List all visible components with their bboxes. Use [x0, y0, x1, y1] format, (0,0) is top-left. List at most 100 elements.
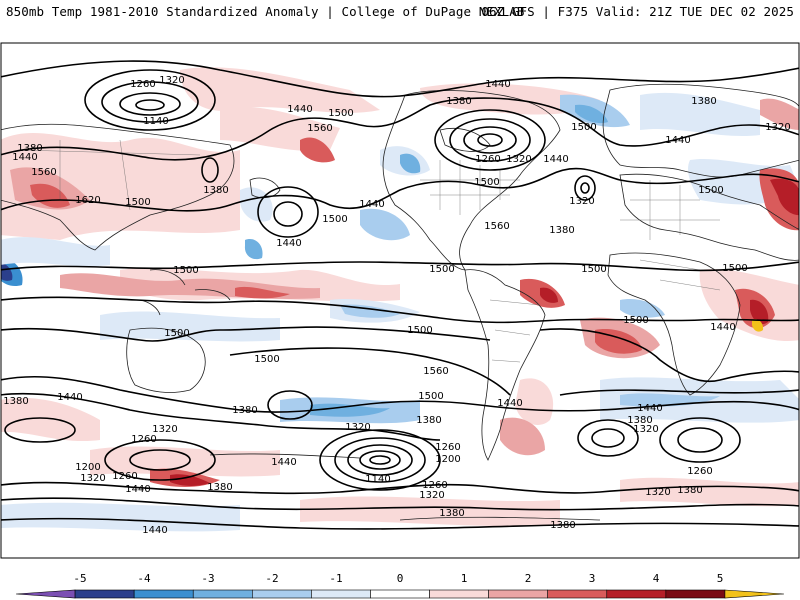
height-label: 1380 [627, 415, 652, 426]
model-run-info: 06Z GFS | F375 Valid: 21Z TUE DEC 02 202… [481, 4, 794, 19]
colorbar-segment [192, 589, 253, 599]
height-label: 1500 [328, 108, 353, 119]
height-label: 1260 [422, 480, 447, 491]
colorbar-tick: 1 [461, 572, 468, 585]
height-label: 1260 [112, 471, 137, 482]
height-label: 1440 [359, 199, 384, 210]
colorbar-tick: 5 [717, 572, 724, 585]
height-label: 1200 [75, 462, 100, 473]
colorbar-segment [429, 589, 489, 599]
coastlines [1, 83, 799, 521]
height-label: 1500 [418, 391, 443, 402]
height-label: 1320 [419, 490, 444, 501]
height-label: 1500 [407, 325, 432, 336]
map-frame [0, 42, 800, 559]
height-label: 1380 [207, 482, 232, 493]
height-label: 1560 [423, 366, 448, 377]
colorbar-tick: 2 [525, 572, 532, 585]
colorbar-segment [311, 589, 371, 599]
height-label: 1500 [474, 177, 499, 188]
height-contours [1, 60, 799, 530]
height-label: 1500 [429, 264, 454, 275]
height-label: 1500 [698, 185, 723, 196]
height-label: 1440 [497, 398, 522, 409]
colorbar-tick: -5 [73, 572, 86, 585]
height-labels: 1320 1260 1140 1440 1500 1560 1380 1440 … [3, 75, 790, 536]
height-label: 1380 [549, 225, 574, 236]
height-label: 1440 [142, 525, 167, 536]
height-label: 1320 [633, 424, 658, 435]
height-label: 1380 [232, 405, 257, 416]
height-label: 1440 [12, 152, 37, 163]
height-label: 1560 [484, 221, 509, 232]
colorbar-tick: 3 [589, 572, 596, 585]
colorbar-tick: 4 [653, 572, 660, 585]
height-label: 1380 [3, 396, 28, 407]
height-label: 1440 [125, 484, 150, 495]
colorbar-segment [74, 589, 135, 599]
height-label: 1440 [276, 238, 301, 249]
height-label: 1380 [439, 508, 464, 519]
colorbar-segment [606, 589, 667, 599]
height-label: 1380 [446, 96, 471, 107]
height-label: 1380 [677, 485, 702, 496]
colorbar-segment [724, 589, 785, 599]
height-label: 1320 [80, 473, 105, 484]
colorbar-tick: -2 [265, 572, 278, 585]
height-label: 1440 [57, 392, 82, 403]
height-label: 1560 [31, 167, 56, 178]
height-label: 1260 [687, 466, 712, 477]
colorbar-segment [488, 589, 548, 599]
height-label: 1320 [765, 122, 790, 133]
colorbar-tick: -3 [201, 572, 214, 585]
colorbar-segment [15, 589, 76, 599]
height-label: 1500 [322, 214, 347, 225]
height-label: 1320 [345, 422, 370, 433]
height-label: 1500 [581, 264, 606, 275]
height-label: 1500 [173, 265, 198, 276]
height-label: 1320 [569, 196, 594, 207]
height-label: 1500 [571, 122, 596, 133]
height-label: 1380 [691, 96, 716, 107]
colorbar-tick: -4 [137, 572, 151, 585]
height-label: 1380 [550, 520, 575, 531]
height-label: 1380 [203, 185, 228, 196]
colorbar-tick: 0 [397, 572, 404, 585]
height-label: 1440 [637, 403, 662, 414]
height-label: 1260 [475, 154, 500, 165]
height-label: 1500 [722, 263, 747, 274]
colorbar-segment [665, 589, 726, 599]
height-label: 1620 [75, 195, 100, 206]
colorbar: -5 -4 -3 -2 -1 0 1 2 3 4 5 [15, 572, 785, 599]
height-label: 1320 [645, 487, 670, 498]
colorbar-segment [133, 589, 194, 599]
height-label: 1500 [254, 354, 279, 365]
height-label: 1440 [271, 457, 296, 468]
colorbar-tick: -1 [329, 572, 342, 585]
political-borders [19, 139, 721, 363]
height-label: 1560 [307, 123, 332, 134]
height-label: 1260 [130, 79, 155, 90]
height-label: 1440 [543, 154, 568, 165]
height-label: 1140 [143, 116, 168, 127]
map-title: 850mb Temp 1981-2010 Standardized Anomal… [6, 4, 525, 19]
colorbar-segment [252, 589, 312, 599]
height-label: 1440 [665, 135, 690, 146]
colorbar-segment [547, 589, 608, 599]
height-label: 1440 [287, 104, 312, 115]
colorbar-segment [370, 589, 430, 599]
height-label: 1380 [416, 415, 441, 426]
height-label: 1320 [506, 154, 531, 165]
height-label: 1200 [435, 454, 460, 465]
height-label: 1320 [152, 424, 177, 435]
height-label: 1260 [435, 442, 460, 453]
height-label: 1500 [164, 328, 189, 339]
height-label: 1380 [17, 143, 42, 154]
height-label: 1500 [125, 197, 150, 208]
height-label: 1260 [131, 434, 156, 445]
height-label: 1440 [710, 322, 735, 333]
height-label: 1440 [485, 79, 510, 90]
height-label: 1500 [623, 315, 648, 326]
height-label: 1140 [365, 474, 390, 485]
